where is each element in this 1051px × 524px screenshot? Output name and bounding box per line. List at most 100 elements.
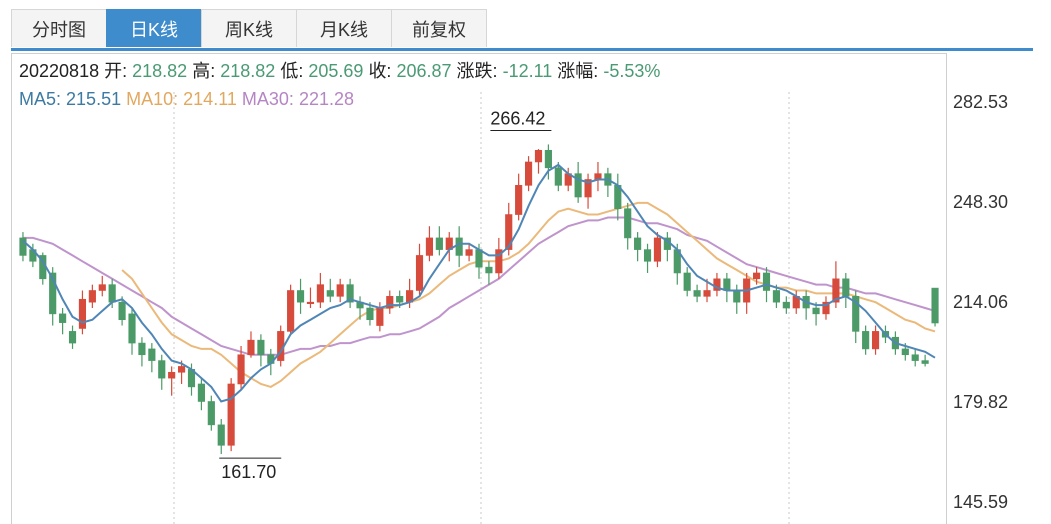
- candle-body: [911, 354, 919, 361]
- candle-body: [723, 278, 731, 291]
- candle-body: [178, 366, 186, 373]
- candle-body: [643, 249, 652, 262]
- info-close-label: 收:: [368, 61, 392, 81]
- ma5-legend-label: MA5:: [19, 89, 62, 109]
- ma30-line: [23, 216, 936, 356]
- candle-body: [158, 360, 166, 379]
- info-pct-label: 涨幅:: [557, 61, 599, 81]
- candle-body: [296, 290, 305, 303]
- candle-body: [455, 237, 463, 256]
- info-open: 218.82: [132, 61, 188, 81]
- ma5-legend-value: 215.51: [66, 89, 122, 109]
- candle-body: [108, 284, 116, 303]
- candle-body: [316, 284, 324, 303]
- candle-body: [515, 185, 523, 215]
- candle-body: [832, 278, 840, 303]
- candle-body: [425, 237, 434, 256]
- candle-body: [237, 354, 245, 385]
- candle-body: [812, 307, 820, 315]
- candle-body: [753, 272, 761, 280]
- info-change: -12.11: [502, 61, 553, 81]
- candle-body: [207, 401, 215, 426]
- ohlc-info-bar: 20220818 开: 218.82 高: 218.82 低: 205.69 收…: [19, 57, 660, 83]
- candle-body: [49, 272, 57, 315]
- candle-body: [128, 313, 136, 344]
- tab-weekly-k[interactable]: 周K线: [201, 9, 297, 47]
- tab-underline: [11, 48, 1033, 51]
- tab-forward-adjusted[interactable]: 前复权: [391, 9, 487, 47]
- info-high: 218.82: [220, 61, 276, 81]
- candle-body: [574, 173, 582, 198]
- candle-body: [624, 208, 632, 239]
- candle-body: [475, 249, 483, 268]
- candle-body: [862, 331, 870, 350]
- info-open-label: 开:: [104, 61, 128, 81]
- candle-body: [901, 348, 909, 356]
- ma10-legend-value: 214.11: [183, 89, 237, 109]
- y-tick-label: 248.30: [953, 192, 1008, 212]
- y-tick-label: 179.82: [953, 392, 1008, 412]
- ma10-line: [121, 201, 936, 388]
- candle-body: [782, 301, 790, 309]
- candle-body: [584, 179, 592, 198]
- candle-body: [842, 278, 850, 297]
- candle-body: [247, 339, 255, 356]
- candle-body: [683, 272, 691, 291]
- candle-body: [772, 290, 780, 303]
- y-tick-label: 282.53: [953, 92, 1008, 112]
- tab-intraday[interactable]: 分时图: [11, 9, 107, 47]
- candle-body: [366, 307, 374, 321]
- info-close: 206.87: [396, 61, 452, 81]
- candle-body: [554, 167, 562, 186]
- candle-body: [257, 339, 265, 356]
- candle-body: [386, 296, 394, 309]
- chart-frame: [11, 53, 947, 524]
- y-tick-label: 145.59: [953, 492, 1008, 512]
- candle-body: [762, 272, 771, 291]
- info-low: 205.69: [308, 61, 364, 81]
- candle-body: [59, 313, 67, 323]
- min-price-label: 161.70: [221, 462, 276, 482]
- y-tick-label: 214.06: [953, 292, 1008, 312]
- candle-body: [68, 331, 77, 344]
- candle-body: [852, 296, 860, 332]
- info-pct: -5.53%: [603, 61, 661, 81]
- max-price-label: 266.42: [490, 108, 545, 128]
- tab-bar: 分时图 日K线 周K线 月K线 前复权: [11, 9, 487, 49]
- candle-body: [931, 287, 939, 324]
- candle-body: [693, 290, 701, 297]
- tab-daily-k[interactable]: 日K线: [106, 9, 202, 47]
- info-change-label: 涨跌:: [456, 61, 498, 81]
- tab-monthly-k[interactable]: 月K线: [296, 9, 392, 47]
- ma-legend: MA5: 215.51 MA10: 214.11 MA30: 221.28: [19, 89, 354, 110]
- candle-body: [19, 237, 27, 256]
- candle-body: [168, 371, 176, 379]
- candle-body: [465, 249, 473, 256]
- candle-body: [118, 301, 126, 321]
- ma5-line: [22, 163, 936, 403]
- candle-body: [505, 214, 513, 250]
- info-date: 20220818: [19, 61, 100, 81]
- candle-body: [703, 290, 711, 297]
- info-high-label: 高:: [192, 61, 216, 81]
- candle-body: [921, 360, 929, 364]
- candle-body: [524, 161, 533, 186]
- candle-body: [197, 383, 205, 402]
- info-low-label: 低:: [280, 61, 304, 81]
- ma30-legend-label: MA30:: [241, 89, 294, 109]
- candle-body: [217, 424, 225, 446]
- candle-body: [98, 284, 106, 291]
- candle-body: [653, 237, 662, 262]
- ma10-legend-label: MA10:: [126, 89, 179, 109]
- candle-body: [138, 342, 146, 356]
- candle-body: [495, 249, 503, 274]
- candle-body: [871, 331, 880, 350]
- candle-body: [306, 301, 315, 304]
- candle-body: [326, 290, 334, 297]
- candle-body: [396, 296, 404, 303]
- candle-body: [78, 298, 87, 329]
- candle-body: [415, 255, 424, 291]
- candle-body: [634, 237, 642, 250]
- candle-body: [376, 307, 384, 326]
